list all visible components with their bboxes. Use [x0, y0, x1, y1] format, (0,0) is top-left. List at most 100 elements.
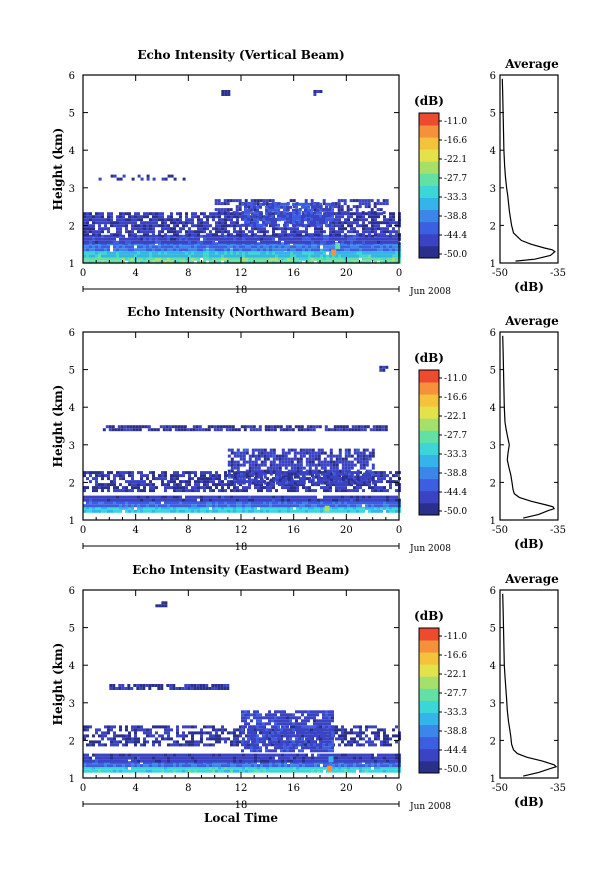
heatmap-cell	[263, 756, 266, 760]
heatmap-cell	[101, 509, 104, 513]
heatmap-cell	[317, 509, 320, 513]
heatmap-cell	[227, 257, 230, 261]
heatmap-cell	[257, 227, 260, 231]
heatmap-cell	[248, 234, 251, 238]
heatmap-cell	[140, 215, 143, 219]
heatmap-cell	[260, 764, 263, 768]
heatmap-cell	[335, 472, 339, 476]
heatmap-cell	[230, 248, 233, 252]
heatmap-cell	[149, 495, 152, 499]
heatmap-cell	[119, 230, 122, 234]
heatmap-cell	[389, 218, 392, 222]
heatmap-cell	[248, 753, 251, 757]
heatmap-cell	[95, 759, 98, 763]
heatmap-cell	[122, 251, 125, 255]
heatmap-cell	[194, 509, 197, 513]
heatmap-cell	[239, 504, 242, 508]
heatmap-cell	[203, 227, 206, 231]
heatmap-cell	[110, 495, 113, 499]
colorbar-tick-label: -27.7	[444, 431, 467, 441]
heatmap-cell	[221, 245, 224, 249]
heatmap-cell	[227, 495, 230, 499]
heatmap-cell	[259, 223, 262, 227]
heatmap-cell	[251, 254, 254, 258]
heatmap-cell	[263, 448, 267, 452]
heatmap-cell	[215, 221, 218, 225]
heatmap-cell	[322, 202, 326, 206]
heatmap-cell	[329, 472, 333, 476]
heatmap-cell	[104, 474, 107, 478]
heatmap-cell	[350, 221, 353, 225]
heatmap-cell	[254, 501, 257, 505]
heatmap-cell	[89, 506, 92, 510]
heatmap-cell	[320, 251, 323, 255]
heatmap-cell	[267, 425, 271, 429]
heatmap-cell	[185, 224, 188, 228]
heatmap-cell	[356, 254, 359, 258]
heatmap-cell	[167, 174, 171, 178]
heatmap-cell	[170, 756, 173, 760]
heatmap-cell	[221, 504, 224, 508]
heatmap-cell	[86, 509, 89, 513]
heatmap-cell	[113, 234, 116, 238]
heatmap-cell	[290, 254, 293, 258]
heatmap-cell	[161, 471, 164, 475]
heatmap-cell	[347, 766, 350, 770]
heatmap-cell	[275, 489, 278, 493]
heatmap-cell	[332, 506, 335, 510]
heatmap-cell	[173, 495, 176, 499]
heatmap-cell	[260, 251, 263, 255]
heatmap-cell	[131, 495, 134, 499]
heatmap-cell	[356, 759, 359, 763]
heatmap-cell	[170, 237, 173, 241]
heatmap-cell	[263, 509, 266, 513]
heatmap-cell	[356, 489, 359, 493]
heatmap-cell	[212, 474, 215, 478]
heatmap-cell	[98, 756, 101, 760]
heatmap-cell	[299, 248, 302, 252]
heatmap-cell	[395, 759, 398, 763]
heatmap-cell	[296, 472, 300, 476]
heatmap-cell	[271, 220, 274, 224]
colorbar-tick-label: -38.8	[444, 212, 467, 222]
heatmap-cell	[176, 756, 179, 760]
heatmap-cell	[251, 245, 254, 249]
heatmap-cell	[254, 460, 258, 464]
heatmap-cell	[159, 425, 163, 429]
heatmap-cell	[176, 237, 179, 241]
heatmap-cell	[131, 756, 134, 760]
heatmap-cell	[317, 260, 320, 264]
heatmap-cell	[310, 205, 314, 209]
heatmap-cell	[347, 448, 351, 452]
heatmap-cell	[296, 504, 299, 508]
heatmap-cell	[383, 766, 386, 770]
heatmap-cell	[332, 233, 335, 237]
heatmap-cell	[197, 234, 200, 238]
heatmap-cell	[182, 759, 185, 763]
x-tick-label: 16	[287, 268, 300, 279]
heatmap-cell	[293, 260, 296, 264]
heatmap-cell	[350, 463, 354, 467]
heatmap-cell	[367, 205, 371, 209]
heatmap-cell	[293, 240, 296, 244]
heatmap-cell	[245, 469, 249, 473]
heatmap-cell	[359, 486, 362, 490]
heatmap-cell	[302, 234, 305, 238]
heatmap-cell	[307, 208, 310, 212]
heatmap-cell	[257, 764, 260, 768]
heatmap-cell	[314, 245, 317, 249]
heatmap-cell	[299, 454, 303, 458]
heatmap-cell	[200, 224, 203, 228]
heatmap-cell	[335, 224, 338, 228]
heatmap-cell	[269, 257, 272, 261]
heatmap-cell	[203, 248, 206, 252]
heatmap-cell	[320, 766, 323, 770]
heatmap-cell	[316, 211, 319, 215]
heatmap-cell	[245, 509, 248, 513]
heatmap-cell	[143, 254, 146, 258]
heatmap-cell	[173, 501, 176, 505]
heatmap-cell	[260, 472, 264, 476]
heatmap-cell	[371, 498, 374, 502]
heatmap-cell	[152, 769, 155, 773]
heatmap-cell	[359, 478, 363, 482]
